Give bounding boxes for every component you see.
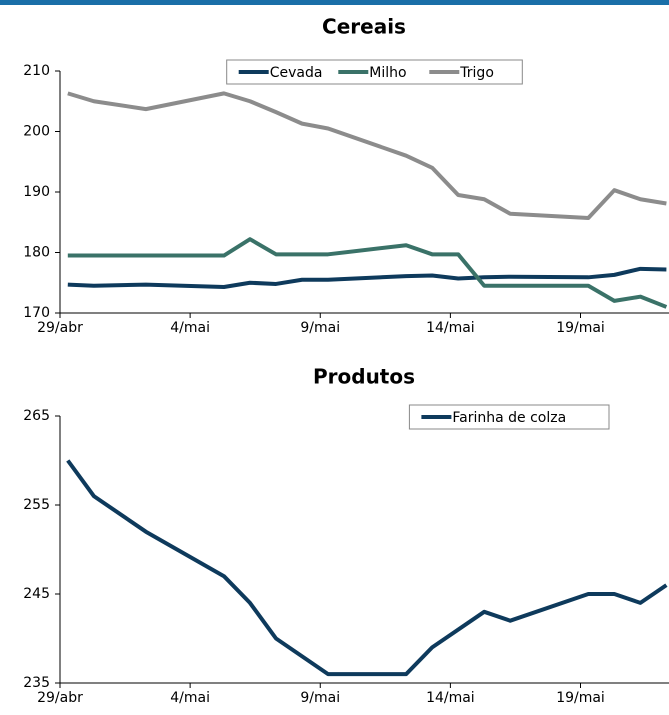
y-tick-label: 180: [23, 245, 50, 261]
chart-title: Cereais: [322, 15, 406, 39]
y-tick-label: 245: [23, 586, 50, 602]
legend-label: Milho: [369, 65, 406, 81]
legend-label: Cevada: [270, 65, 323, 81]
series-line: [67, 237, 668, 309]
x-tick-label: 29/abr: [37, 320, 83, 336]
legend: Farinha de colza: [408, 404, 610, 430]
x-tick-label: 9/mai: [300, 320, 340, 336]
series-line: [67, 266, 667, 289]
x-tick-label: 4/mai: [170, 690, 210, 706]
legend-label: Trigo: [459, 65, 494, 81]
series-line: [66, 459, 668, 677]
x-tick-label: 19/mai: [556, 320, 605, 336]
y-tick-label: 255: [23, 497, 50, 513]
top-bar: [0, 0, 669, 5]
x-tick-label: 19/mai: [556, 690, 605, 706]
legend-label: Farinha de colza: [452, 410, 566, 426]
series-line: [67, 91, 667, 221]
legend: Cevada Milho Trigo: [226, 59, 523, 85]
y-tick-label: 235: [23, 675, 50, 691]
chart-title: Produtos: [313, 365, 415, 389]
x-tick-label: 14/mai: [426, 690, 475, 706]
x-tick-label: 29/abr: [37, 690, 83, 706]
y-tick-label: 170: [23, 305, 50, 321]
x-tick-label: 4/mai: [170, 320, 210, 336]
y-tick-label: 265: [23, 408, 50, 424]
legend-box: [226, 59, 523, 85]
y-tick-label: 190: [23, 184, 50, 200]
x-tick-label: 14/mai: [426, 320, 475, 336]
y-tick-label: 210: [23, 63, 50, 79]
y-tick-label: 200: [23, 124, 50, 140]
x-tick-label: 9/mai: [300, 690, 340, 706]
